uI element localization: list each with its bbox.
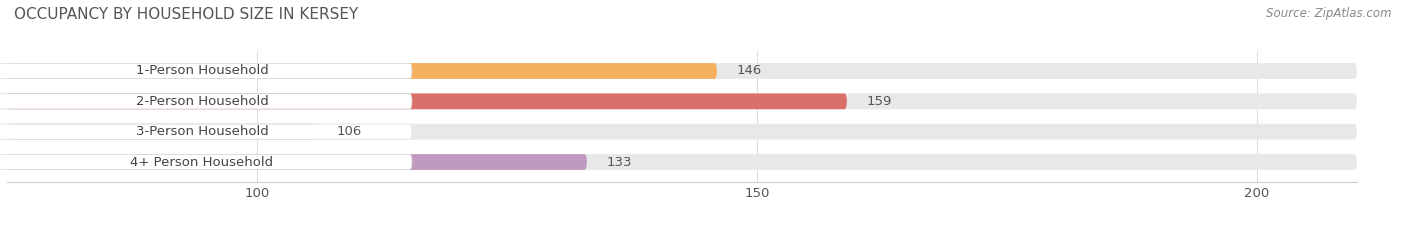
- Text: 133: 133: [607, 155, 633, 168]
- FancyBboxPatch shape: [0, 94, 412, 109]
- FancyBboxPatch shape: [7, 124, 316, 140]
- Text: 4+ Person Household: 4+ Person Household: [131, 155, 274, 168]
- FancyBboxPatch shape: [7, 154, 1357, 170]
- Text: 106: 106: [337, 125, 363, 138]
- FancyBboxPatch shape: [0, 63, 412, 79]
- Text: 2-Person Household: 2-Person Household: [135, 95, 269, 108]
- Text: Source: ZipAtlas.com: Source: ZipAtlas.com: [1267, 7, 1392, 20]
- FancyBboxPatch shape: [7, 93, 846, 109]
- FancyBboxPatch shape: [7, 93, 1357, 109]
- Text: 159: 159: [868, 95, 893, 108]
- FancyBboxPatch shape: [0, 154, 412, 170]
- FancyBboxPatch shape: [7, 124, 1357, 140]
- FancyBboxPatch shape: [7, 154, 586, 170]
- FancyBboxPatch shape: [0, 124, 412, 139]
- FancyBboxPatch shape: [7, 63, 1357, 79]
- Text: 1-Person Household: 1-Person Household: [135, 65, 269, 78]
- FancyBboxPatch shape: [7, 63, 717, 79]
- Text: 146: 146: [737, 65, 762, 78]
- Text: 3-Person Household: 3-Person Household: [135, 125, 269, 138]
- Text: OCCUPANCY BY HOUSEHOLD SIZE IN KERSEY: OCCUPANCY BY HOUSEHOLD SIZE IN KERSEY: [14, 7, 359, 22]
